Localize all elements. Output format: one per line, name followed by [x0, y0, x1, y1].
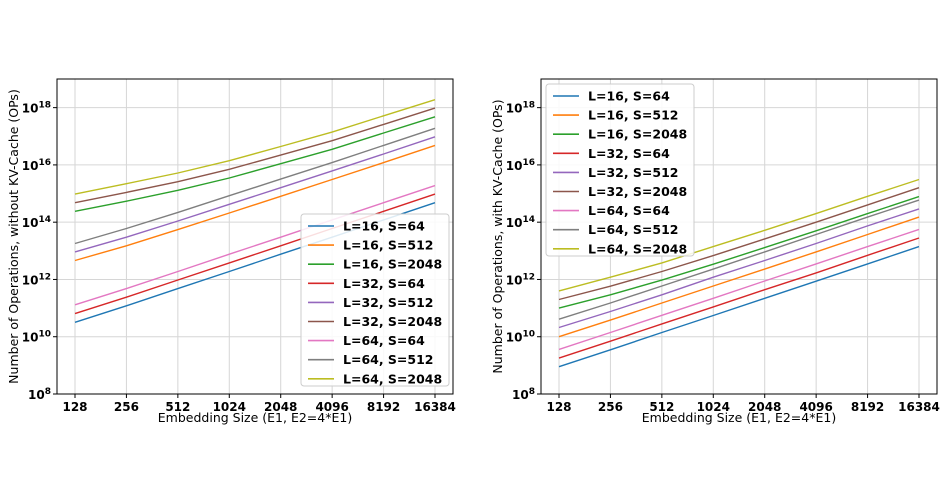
y-tick-label: 1010: [506, 330, 535, 345]
series-line-l-16-s-512: [74, 144, 436, 262]
series-line-l-64-s-64: [74, 184, 436, 306]
y-tick-label: 1014: [22, 215, 51, 230]
y-tick-label: 1012: [22, 272, 51, 287]
series-line-l-64-s-2048: [558, 178, 920, 292]
legend-label: L=16, S=2048: [588, 127, 687, 142]
x-axis-label: Embedding Size (E1, E2=4*E1): [642, 410, 836, 425]
legend-label: L=32, S=2048: [343, 314, 442, 329]
legend-label: L=32, S=512: [343, 295, 434, 310]
chart-panel-2: 128 256 512 1024 2048 4096 8192 16384 108 1010 101…: [490, 78, 940, 425]
y-tick-label: 1012: [506, 272, 535, 287]
y-tick-label: 108: [28, 387, 51, 402]
x-tick-label: 128: [546, 400, 571, 414]
legend-box: [300, 213, 450, 387]
series-line-l-32-s-64: [558, 237, 920, 359]
series-line-l-32-s-512: [558, 208, 920, 329]
series-line-l-16-s-64: [558, 245, 920, 368]
legend: L=16, S=64 L=16, S=512 L=16, S=2048 L=32, S…: [545, 83, 695, 257]
series-line-l-32-s-512: [74, 136, 436, 253]
x-tick-label: 8192: [851, 400, 884, 414]
legend-label: L=32, S=64: [343, 276, 425, 291]
chart-panel-1: 128 256 512 1024 2048 4096 8192 16384 108 1010 101…: [6, 78, 456, 425]
plot-frame: [56, 78, 454, 395]
y-tick-label: 1014: [506, 215, 535, 230]
x-tick-label: 2048: [264, 400, 297, 414]
x-tick-label: 128: [62, 400, 87, 414]
legend-label: L=16, S=512: [343, 238, 434, 253]
legend-label: L=64, S=2048: [343, 371, 442, 386]
legend-label: L=64, S=512: [343, 352, 434, 367]
y-tick-label: 108: [512, 387, 535, 402]
y-axis-label: Number of Operations, without KV-Cache (…: [6, 89, 21, 384]
legend-box: [545, 83, 695, 257]
y-axis-label: Number of Operations, with KV-Cache (OPs…: [490, 99, 505, 373]
legend-label: L=16, S=64: [588, 89, 670, 104]
y-tick-label: 1018: [22, 101, 51, 116]
y-tick-label: 1018: [506, 101, 535, 116]
x-tick-label: 512: [165, 400, 190, 414]
series-line-l-64-s-512: [74, 127, 436, 245]
series-line-l-64-s-64: [558, 228, 920, 351]
series-line-l-32-s-2048: [558, 187, 920, 301]
x-tick-label: 256: [598, 400, 623, 414]
legend: L=16, S=64 L=16, S=512 L=16, S=2048 L=32, S…: [300, 213, 450, 387]
x-tick-label: 4096: [315, 400, 348, 414]
x-tick-label: 1024: [697, 400, 730, 414]
x-tick-label: 2048: [748, 400, 781, 414]
series-line-l-16-s-2048: [74, 116, 436, 212]
legend-label: L=16, S=64: [343, 219, 425, 234]
legend-label: L=64, S=2048: [588, 241, 687, 256]
legend-label: L=32, S=2048: [588, 184, 687, 199]
legend-label: L=64, S=64: [343, 333, 425, 348]
series-line-l-16-s-512: [558, 216, 920, 338]
legend-label: L=32, S=64: [588, 146, 670, 161]
legend-label: L=64, S=512: [588, 222, 679, 237]
y-tick-label: 1016: [22, 158, 51, 173]
series-line-l-64-s-2048: [74, 99, 436, 195]
legend-label: L=16, S=2048: [343, 257, 442, 272]
x-tick-label: 256: [114, 400, 139, 414]
x-tick-label: 1024: [213, 400, 246, 414]
legend-label: L=16, S=512: [588, 108, 679, 123]
legend-label: L=64, S=64: [588, 203, 670, 218]
x-tick-label: 8192: [367, 400, 400, 414]
legend-label: L=32, S=512: [588, 165, 679, 180]
x-axis-label: Embedding Size (E1, E2=4*E1): [158, 410, 352, 425]
series-line-l-16-s-2048: [558, 195, 920, 309]
y-tick-label: 1016: [506, 158, 535, 173]
series-line-l-32-s-2048: [74, 107, 436, 204]
x-tick-label: 4096: [799, 400, 832, 414]
y-tick-label: 1010: [22, 330, 51, 345]
x-tick-label: 16384: [898, 400, 940, 414]
x-tick-label: 512: [649, 400, 674, 414]
series-line-l-64-s-512: [558, 199, 920, 320]
x-tick-label: 16384: [414, 400, 456, 414]
plot-frame: [540, 78, 938, 395]
